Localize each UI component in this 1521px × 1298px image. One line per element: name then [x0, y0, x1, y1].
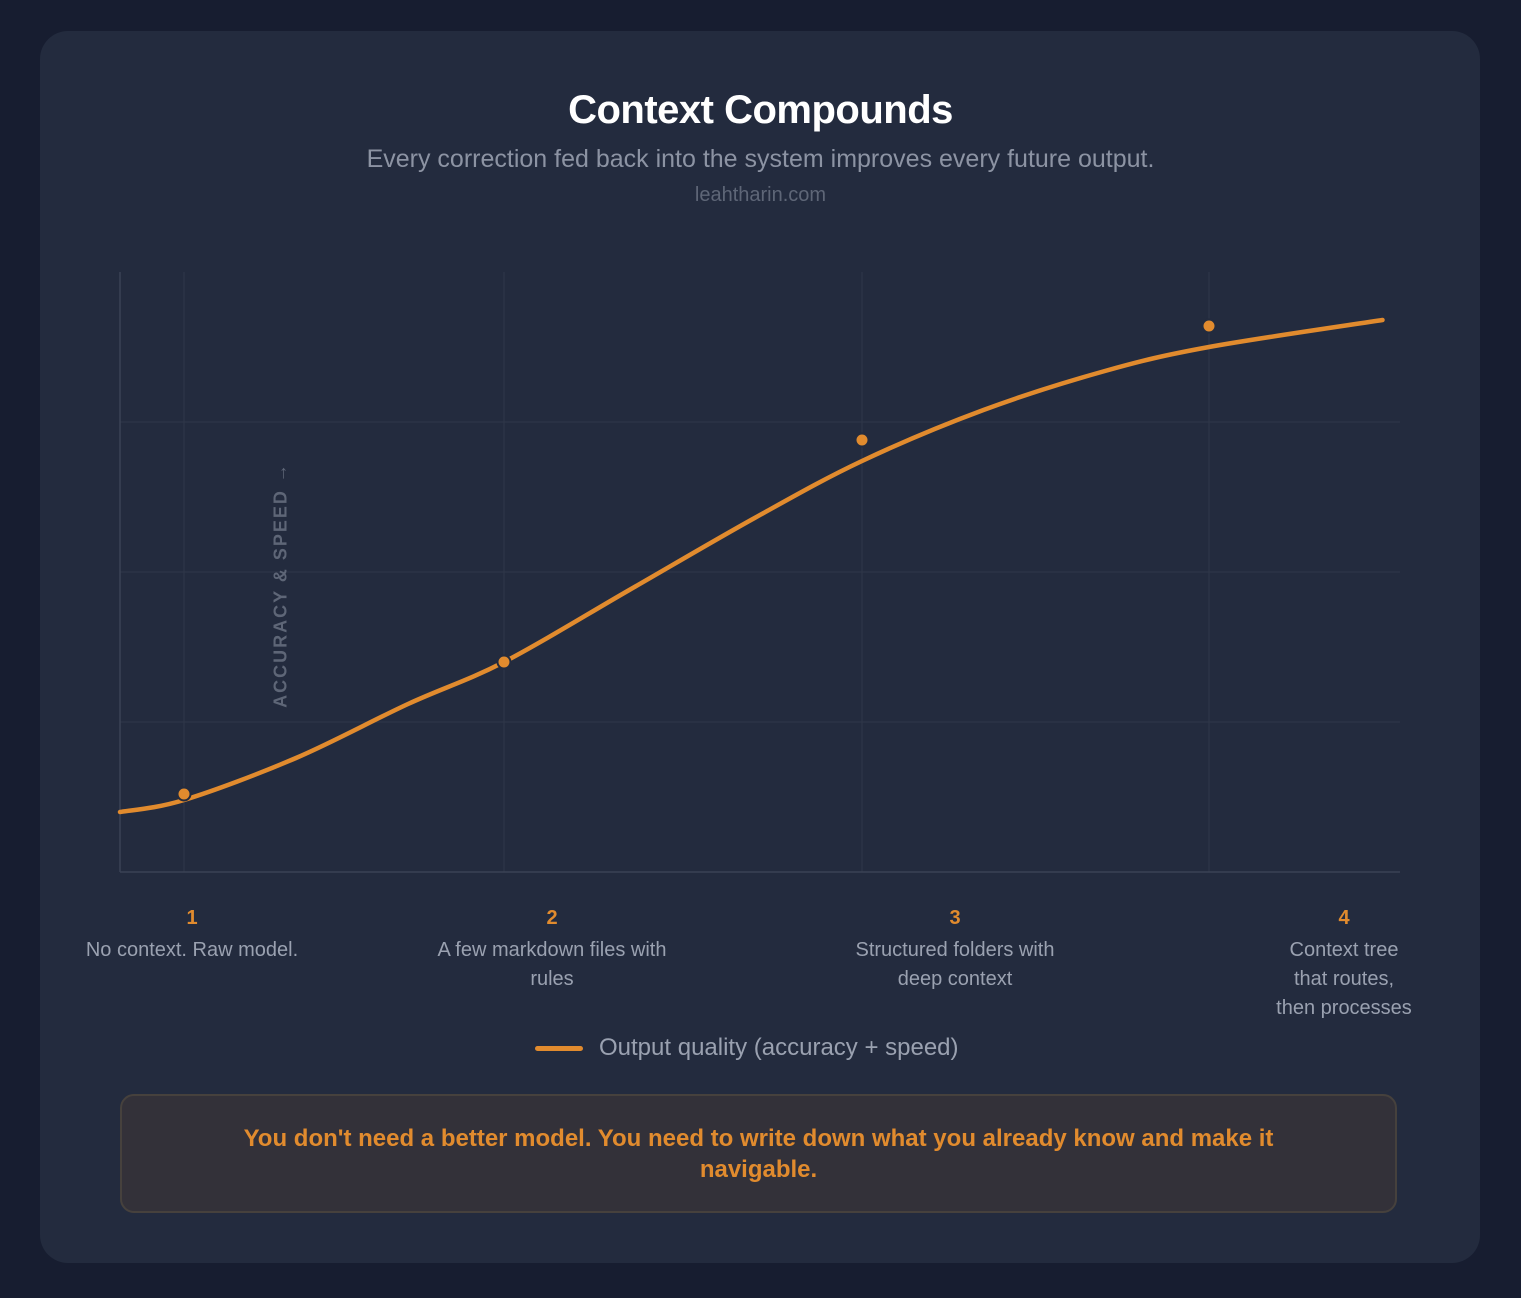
data-point-stage-4	[1201, 318, 1217, 334]
chart-subtitle: Every correction fed back into the syste…	[366, 145, 1155, 173]
stage-3-number: 3	[949, 907, 961, 929]
stage-4: 4 Context tree that routes, then process…	[1276, 906, 1412, 1023]
source-site: leahtharin.com	[694, 184, 827, 206]
stage-1: 1 No context. Raw model.	[62, 906, 322, 965]
data-point-stage-3	[854, 432, 870, 448]
stage-3-label: Structured folders with deep context	[855, 939, 1055, 990]
stage-4-label: Context tree that routes, then processes	[1276, 939, 1412, 1019]
callout-text: You don't need a better model. You need …	[243, 1124, 1274, 1183]
data-point-stage-2	[496, 654, 512, 670]
stage-3: 3 Structured folders with deep context	[835, 906, 1075, 994]
stage-1-number: 1	[186, 907, 198, 929]
stage-2-label: A few markdown files with rules	[437, 939, 667, 990]
legend-swatch	[535, 1045, 583, 1051]
data-point-stage-1	[176, 786, 192, 802]
chart-card	[40, 31, 1480, 1263]
stage-1-label: No context. Raw model.	[85, 939, 299, 961]
legend-label: Output quality (accuracy + speed)	[599, 1034, 959, 1061]
chart-title: Context Compounds	[568, 88, 953, 132]
stage-2-number: 2	[546, 907, 558, 929]
stage-4-number: 4	[1338, 907, 1350, 929]
series-line-output-quality	[117, 317, 1385, 815]
callout-box: You don't need a better model. You need …	[120, 1094, 1397, 1213]
chart-legend: Output quality (accuracy + speed)	[535, 1033, 959, 1063]
stage-2: 2 A few markdown files with rules	[432, 906, 672, 994]
